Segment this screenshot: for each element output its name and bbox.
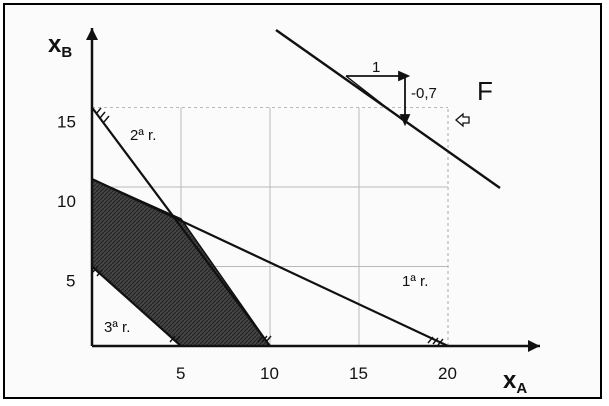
constraint-label-2: 2ª r. xyxy=(130,127,156,144)
constraint-label-3: 3ª r. xyxy=(104,319,130,336)
x-tick-label: 10 xyxy=(260,364,279,383)
constraint-label-1: 1ª r. xyxy=(402,273,428,290)
x-tick-label: 15 xyxy=(349,364,368,383)
y-tick-labels: 5 10 15 xyxy=(57,113,76,291)
hatch-marks xyxy=(92,107,444,346)
constraint-line-2 xyxy=(91,106,271,347)
y-axis-name: xB xyxy=(48,31,72,61)
y-tick-label: 15 xyxy=(57,113,76,132)
objective-direction-vector xyxy=(345,70,411,127)
y-tick-label: 10 xyxy=(57,192,76,211)
step-x-label: 1 xyxy=(372,59,380,76)
step-y-label: -0,7 xyxy=(411,85,437,102)
x-axis-name: xA xyxy=(503,367,527,397)
optimization-arrow-icon xyxy=(455,112,470,128)
y-tick-label: 5 xyxy=(66,272,75,291)
constraint-line-1 xyxy=(91,178,449,347)
objective-label: F xyxy=(477,76,493,106)
constraint-line-3 xyxy=(91,265,182,347)
y-axis-arrow-icon xyxy=(86,28,98,40)
y-axis xyxy=(86,28,98,346)
x-tick-labels: 5 10 15 20 xyxy=(176,364,457,383)
x-axis xyxy=(92,340,540,352)
x-tick-label: 20 xyxy=(438,364,457,383)
x-axis-arrow-icon xyxy=(528,340,540,352)
x-tick-label: 5 xyxy=(176,364,185,383)
